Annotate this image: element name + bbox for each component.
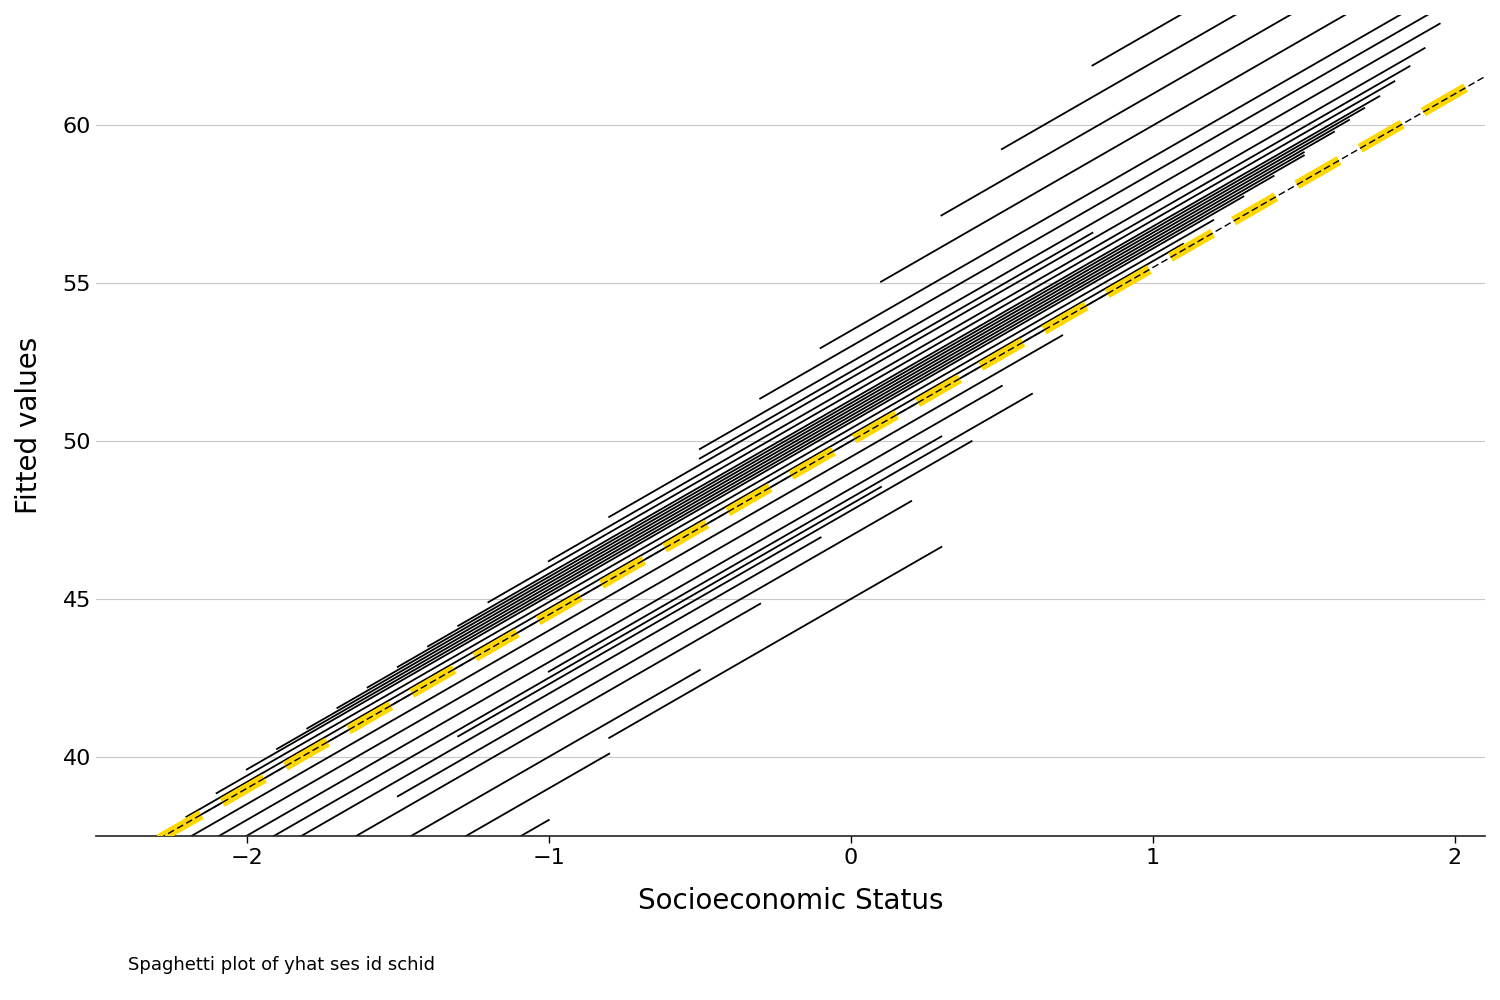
X-axis label: Socioeconomic Status: Socioeconomic Status	[638, 887, 944, 915]
Text: Spaghetti plot of yhat ses id schid: Spaghetti plot of yhat ses id schid	[128, 956, 435, 974]
Y-axis label: Fitted values: Fitted values	[15, 337, 44, 514]
